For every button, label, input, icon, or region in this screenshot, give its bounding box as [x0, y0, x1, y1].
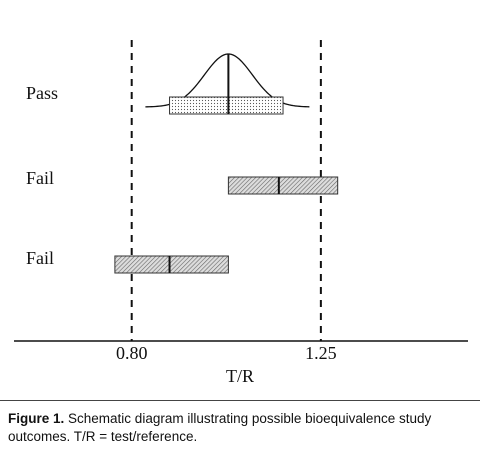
row-label: Fail [26, 248, 54, 268]
interval-box [227, 176, 339, 195]
x-axis-label: T/R [226, 366, 254, 386]
interval-box [169, 96, 284, 115]
x-tick-label: 0.80 [116, 343, 148, 363]
caption-rule [0, 400, 480, 401]
caption-text: Schematic diagram illustrating possible … [8, 411, 432, 444]
x-tick-label: 1.25 [305, 343, 337, 363]
row-label: Fail [26, 168, 54, 188]
row-label: Pass [26, 83, 58, 103]
interval-box [114, 255, 229, 274]
caption-label: Figure 1. [8, 411, 65, 426]
chart: T/R 0.80 1.25 Pass Fail Fail [14, 40, 468, 386]
caption: Figure 1. Schematic diagram illustrating… [8, 410, 474, 446]
